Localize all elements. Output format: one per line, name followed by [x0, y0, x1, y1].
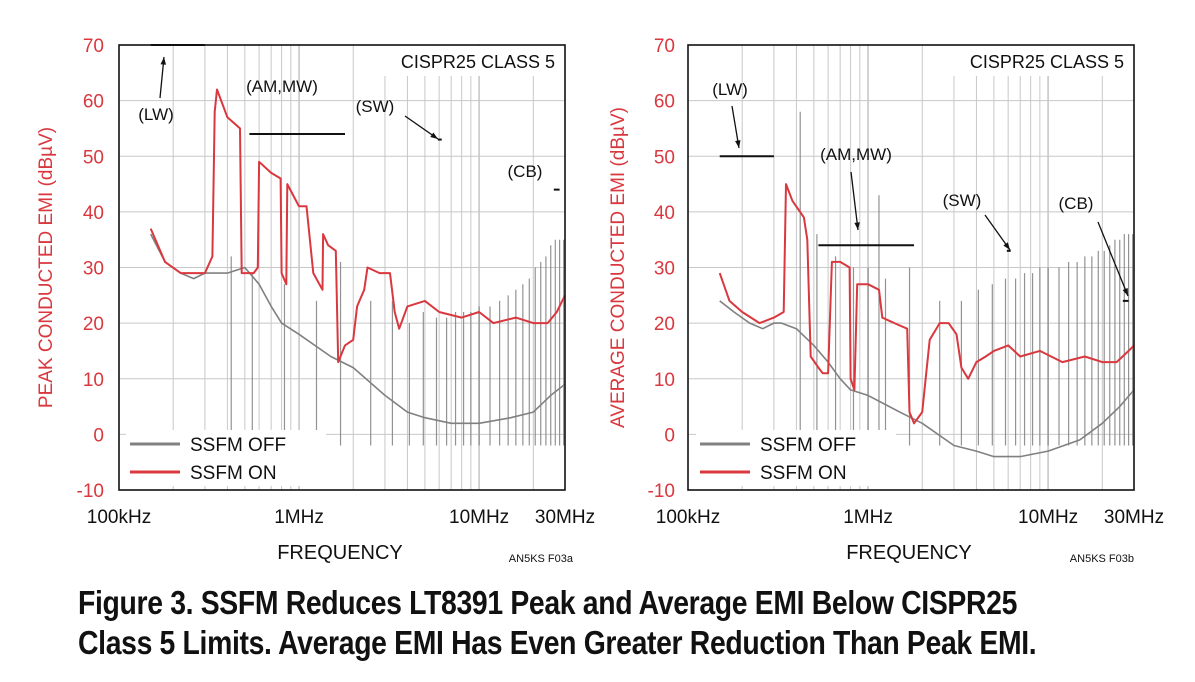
y-tick-label: 50: [654, 147, 675, 168]
x-tick-label: 100kHz: [87, 507, 151, 528]
plot-frame: [118, 44, 566, 491]
figure-code: AN5KS F03a: [509, 553, 574, 565]
title-background: [375, 46, 564, 76]
series-line-ssfm-off: [719, 300, 1135, 458]
limit-label: (AM,MW): [246, 77, 318, 96]
limit-arrow: [850, 171, 859, 231]
y-tick-label: 20: [83, 314, 104, 335]
legend-label: SSFM OFF: [190, 435, 286, 456]
y-tick-label: 30: [654, 259, 675, 280]
legend-label: SSFM ON: [760, 463, 847, 484]
x-tick-label: 1MHz: [843, 507, 893, 528]
series-line-ssfm-on: [718, 183, 1135, 425]
y-tick-label: 0: [93, 425, 104, 446]
limit-label: (AM,MW): [820, 145, 892, 164]
series-line-ssfm-on: [149, 88, 566, 364]
peak-emi-chart: (LW) (AM,MW) (SW) (CB) CISPR25 CLASS 5 -10 0 10…: [36, 36, 595, 565]
limit-arrow-head: [430, 132, 438, 139]
limit-arrow-head: [1122, 288, 1128, 296]
limit-label: (LW): [138, 105, 174, 124]
legend-label: SSFM ON: [190, 463, 277, 484]
y-tick-label: 10: [654, 370, 675, 391]
x-tick-label: 30MHz: [535, 507, 595, 528]
title-background: [944, 46, 1133, 76]
chart-title: CISPR25 CLASS 5: [970, 52, 1124, 72]
figure-caption: Figure 3. SSFM Reduces LT8391 Peak and A…: [78, 583, 1037, 663]
legend-background: [696, 430, 896, 486]
y-tick-label: 70: [83, 36, 104, 57]
y-tick-label: 40: [654, 203, 675, 224]
y-tick-label: 70: [654, 36, 675, 57]
x-tick-label: 100kHz: [656, 507, 720, 528]
y-tick-label: 20: [654, 314, 675, 335]
limit-label: (LW): [712, 80, 748, 99]
x-axis-label: FREQUENCY: [846, 542, 972, 564]
legend-background: [126, 430, 326, 486]
chart-title: CISPR25 CLASS 5: [401, 52, 555, 72]
y-axis-label: AVERAGE CONDUCTED EMI (dBµV): [608, 107, 629, 428]
figure-code: AN5KS F03b: [1070, 553, 1134, 565]
y-axis-label: PEAK CONDUCTED EMI (dBµV): [36, 127, 57, 408]
y-tick-label: -10: [77, 481, 104, 502]
y-tick-label: 60: [654, 92, 675, 113]
legend: SSFM OFF SSFM ON: [696, 430, 896, 486]
series-line-ssfm-off: [149, 233, 566, 425]
limit-arrow-head: [1003, 242, 1010, 250]
y-tick-label: 10: [83, 370, 104, 391]
plot-frame: [687, 44, 1135, 491]
y-tick-label: 40: [83, 203, 104, 224]
caption-line-1: Figure 3. SSFM Reduces LT8391 Peak and A…: [78, 584, 1018, 621]
x-tick-label: 10MHz: [449, 507, 509, 528]
caption-line-2: Class 5 Limits. Average EMI Has Even Gre…: [78, 624, 1037, 661]
y-tick-label: -10: [648, 481, 675, 502]
x-axis-label: FREQUENCY: [277, 542, 403, 564]
limit-label: (SW): [356, 97, 395, 116]
average-emi-chart: (LW) (AM,MW) (SW) (CB) CISPR25 CLASS 5 -10 0 10…: [608, 36, 1164, 565]
x-tick-label: 1MHz: [274, 507, 324, 528]
y-tick-label: 30: [83, 259, 104, 280]
chart-title-box: CISPR25 CLASS 5: [944, 46, 1133, 76]
x-tick-label: 30MHz: [1104, 507, 1164, 528]
y-tick-label: 60: [83, 92, 104, 113]
x-tick-label: 10MHz: [1018, 507, 1078, 528]
chart-title-box: CISPR25 CLASS 5: [375, 46, 564, 76]
legend: SSFM OFF SSFM ON: [126, 430, 326, 486]
y-tick-label: 50: [83, 147, 104, 168]
legend-label: SSFM OFF: [760, 435, 856, 456]
limit-arrow-head: [854, 222, 860, 230]
y-tick-label: 0: [664, 425, 675, 446]
limit-label: (SW): [943, 191, 982, 210]
limit-arrow-head: [735, 140, 741, 148]
limit-label: (CB): [508, 162, 543, 181]
limit-arrow-head: [160, 57, 167, 65]
limit-arrow: [1097, 221, 1129, 297]
limit-label: (CB): [1059, 194, 1094, 213]
cispr-limit-lines: [719, 155, 1129, 302]
